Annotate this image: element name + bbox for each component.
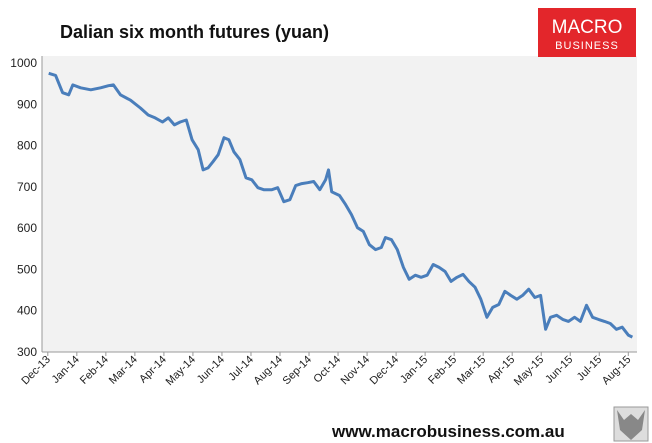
logo-text: MACRO xyxy=(552,17,623,38)
x-tick-label: Mar-15 xyxy=(455,354,488,387)
y-tick-label: 500 xyxy=(17,262,37,276)
x-tick-label: Oct-14 xyxy=(311,354,343,386)
x-tick-label: Jan-14 xyxy=(50,354,82,386)
logo-text: BUSINESS xyxy=(555,40,619,52)
x-tick-label: Feb-14 xyxy=(78,354,111,387)
y-tick-label: 1000 xyxy=(10,56,37,70)
x-tick-label: May-15 xyxy=(512,354,546,388)
footer-url: www.macrobusiness.com.au xyxy=(331,422,565,441)
wolf-icon xyxy=(613,406,649,442)
y-tick-label: 800 xyxy=(17,139,37,153)
chart-title: Dalian six month futures (yuan) xyxy=(60,22,329,42)
y-tick-label: 700 xyxy=(17,180,37,194)
y-tick-label: 400 xyxy=(17,304,37,318)
x-tick-label: Jun-14 xyxy=(195,354,227,386)
y-tick-label: 600 xyxy=(17,221,37,235)
y-tick-label: 900 xyxy=(17,97,37,111)
x-tick-label: Jan-15 xyxy=(398,354,430,386)
y-tick-label: 300 xyxy=(17,345,37,359)
x-tick-label: Mar-14 xyxy=(107,354,140,387)
x-tick-label: Jun-15 xyxy=(543,354,575,386)
x-tick-label: May-14 xyxy=(164,354,198,388)
x-tick-label: Nov-14 xyxy=(339,354,373,388)
logo-box xyxy=(538,8,636,57)
x-tick-label: Aug-15 xyxy=(600,354,634,388)
x-tick-label: Aug-14 xyxy=(252,354,286,388)
data-line xyxy=(48,71,634,339)
x-tick-label: Sep-14 xyxy=(281,354,315,388)
x-tick-label: Dec-14 xyxy=(368,354,402,388)
plot-area xyxy=(42,56,637,352)
x-tick-label: Feb-15 xyxy=(426,354,459,387)
